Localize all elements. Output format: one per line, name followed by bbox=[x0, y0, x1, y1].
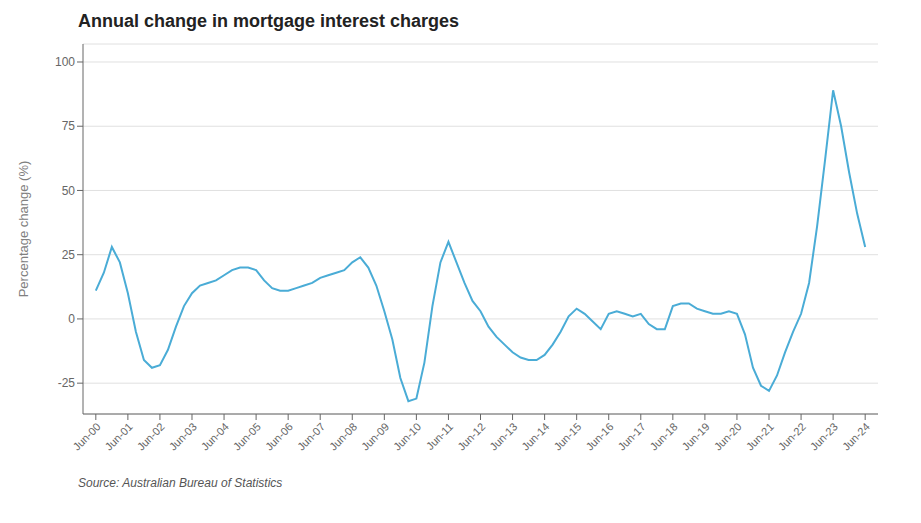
svg-text:Jun-07: Jun-07 bbox=[295, 420, 327, 452]
svg-text:Jun-13: Jun-13 bbox=[487, 420, 519, 452]
svg-text:Jun-08: Jun-08 bbox=[327, 420, 359, 452]
html-text:Source: Australian Bureau of S: Source: Australian Bureau of Statistics bbox=[78, 476, 283, 490]
svg-text:Jun-20: Jun-20 bbox=[712, 420, 744, 452]
svg-text:Jun-19: Jun-19 bbox=[680, 420, 712, 452]
svg-text:Jun-22: Jun-22 bbox=[776, 420, 808, 452]
svg-text:25: 25 bbox=[62, 248, 76, 262]
svg-text:Jun-23: Jun-23 bbox=[808, 420, 840, 452]
svg-text:Jun-06: Jun-06 bbox=[263, 420, 295, 452]
svg-text:Jun-01: Jun-01 bbox=[103, 420, 135, 452]
svg-text:Jun-04: Jun-04 bbox=[199, 420, 231, 452]
svg-text:Jun-17: Jun-17 bbox=[615, 420, 647, 452]
svg-text:Jun-05: Jun-05 bbox=[231, 420, 263, 452]
svg-text:Jun-10: Jun-10 bbox=[391, 420, 423, 452]
svg-text:Jun-09: Jun-09 bbox=[359, 420, 391, 452]
svg-text:Percentage change (%): Percentage change (%) bbox=[16, 161, 31, 298]
svg-text:Jun-03: Jun-03 bbox=[167, 420, 199, 452]
svg-text:Jun-24: Jun-24 bbox=[840, 420, 872, 452]
svg-text:75: 75 bbox=[62, 119, 76, 133]
svg-text:Jun-11: Jun-11 bbox=[424, 420, 456, 452]
svg-text:Jun-15: Jun-15 bbox=[551, 420, 583, 452]
html-text:Annual change in mortgage inte: Annual change in mortgage interest charg… bbox=[78, 11, 460, 31]
svg-text:50: 50 bbox=[62, 184, 76, 198]
svg-text:Jun-12: Jun-12 bbox=[455, 420, 487, 452]
svg-text:Jun-16: Jun-16 bbox=[583, 420, 615, 452]
svg-text:100: 100 bbox=[55, 55, 75, 69]
svg-text:-25: -25 bbox=[58, 376, 76, 390]
svg-text:Jun-18: Jun-18 bbox=[648, 420, 680, 452]
svg-text:Jun-21: Jun-21 bbox=[744, 420, 776, 452]
svg-text:Jun-00: Jun-00 bbox=[70, 420, 102, 452]
svg-text:Jun-02: Jun-02 bbox=[135, 420, 167, 452]
svg-text:0: 0 bbox=[68, 312, 75, 326]
svg-text:Jun-14: Jun-14 bbox=[519, 420, 551, 452]
